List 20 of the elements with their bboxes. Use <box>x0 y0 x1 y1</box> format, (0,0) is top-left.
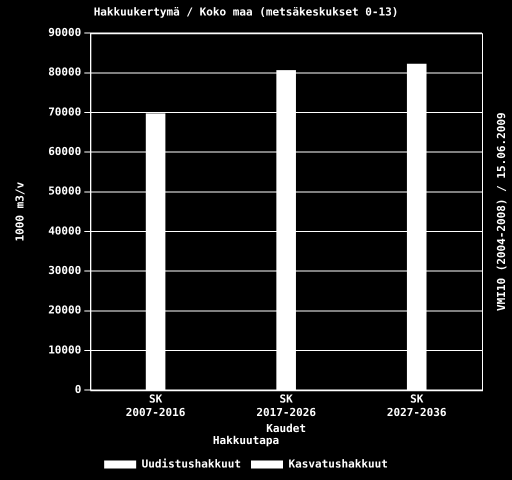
x-tick-label: SK 2027-2036 <box>386 392 447 419</box>
y-tick-label: 0 <box>74 383 82 396</box>
y-tick-label: 30000 <box>48 264 82 278</box>
y-axis-title: 1000 m3/v <box>13 182 26 242</box>
y-tick-label: 60000 <box>48 145 82 158</box>
y-tick-label: 20000 <box>48 304 82 317</box>
legend-label: Uudistushakkuut <box>142 457 242 470</box>
x-axis-title: Kaudet <box>266 422 306 436</box>
y-tick-label: 90000 <box>48 26 82 40</box>
y-tick-label: 10000 <box>48 343 82 356</box>
chart-title: Hakkuukertymä / Koko maa (metsäkeskukset 0-13) <box>94 5 398 18</box>
y-tick-label: 50000 <box>48 184 82 198</box>
legend-label: Kasvatushakkuut <box>288 457 388 470</box>
y-tick-label: 40000 <box>48 224 82 238</box>
legend-title: Hakkuutapa <box>212 434 280 448</box>
y-tick-label: 70000 <box>48 105 82 118</box>
text: VMI10 (2004-2008) / 15.06.2009 <box>494 112 508 312</box>
x-tick-label: SK 2007-2016 <box>126 392 186 419</box>
y-tick-label: 80000 <box>48 66 82 79</box>
x-tick-label: SK 2017-2026 <box>256 392 316 419</box>
